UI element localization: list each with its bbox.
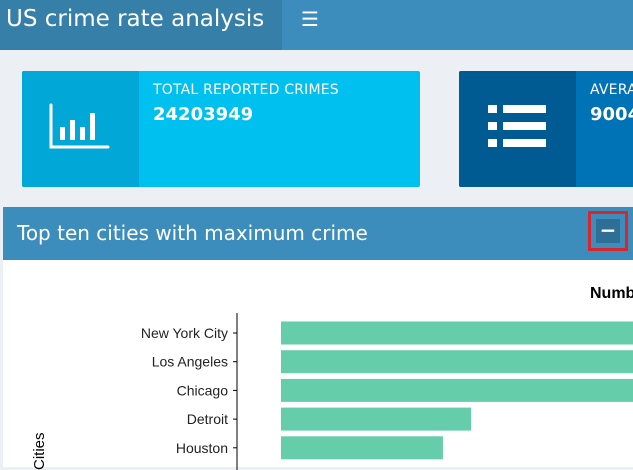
top-cities-panel: Top ten cities with maximum crime − Numb… [3,207,633,470]
info-box-label: TOTAL REPORTED CRIMES [153,82,339,98]
info-box-average: AVERA 9004 [459,71,633,187]
y-tick-label: Houston [176,440,228,456]
info-box-value: 24203949 [153,104,254,125]
info-box-total-crimes: TOTAL REPORTED CRIMES 24203949 [22,71,420,187]
panel-header: Top ten cities with maximum crime − [3,207,633,260]
info-box-value: 9004 [590,104,633,125]
hamburger-icon[interactable]: ☰ [301,7,319,31]
bar-new-york-city [281,321,633,345]
top-navbar: US crime rate analysis ☰ [0,0,633,50]
list-icon [459,71,576,187]
app-title[interactable]: US crime rate analysis [0,0,282,50]
bar-chicago [281,378,633,402]
panel-title: Top ten cities with maximum crime [17,221,368,245]
bar-los-angeles [281,350,633,374]
bar-detroit [281,407,472,431]
y-tick-label: Detroit [187,411,228,427]
collapse-button[interactable]: − [588,211,628,251]
bar-chart: Numb Cities New York City Los Angeles Chic… [31,285,633,470]
minus-icon: − [596,219,620,243]
y-tick-label: Los Angeles [152,354,228,370]
y-tick-label: New York City [141,325,228,341]
info-box-label: AVERA [590,82,633,98]
bar-chart-icon [22,71,139,187]
chart-title: Numb [590,285,633,302]
y-tick-label: Chicago [177,382,229,398]
y-axis-label: Cities [31,432,48,470]
bar-houston [281,436,443,460]
